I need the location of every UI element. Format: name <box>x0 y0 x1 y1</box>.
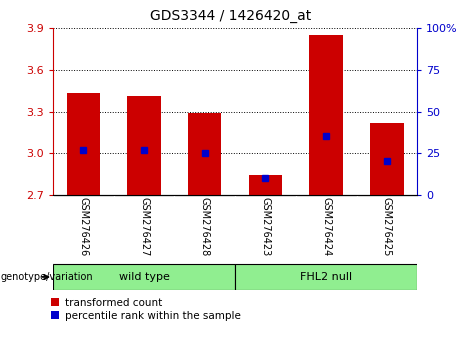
Bar <box>249 175 282 195</box>
Text: GSM276426: GSM276426 <box>78 197 89 256</box>
Text: FHL2 null: FHL2 null <box>300 272 352 282</box>
Legend: transformed count, percentile rank within the sample: transformed count, percentile rank withi… <box>49 296 242 323</box>
Bar <box>370 122 403 195</box>
Bar <box>127 96 161 195</box>
Text: GSM276425: GSM276425 <box>382 197 392 256</box>
Text: wild type: wild type <box>118 272 170 282</box>
Bar <box>188 113 221 195</box>
Bar <box>309 35 343 195</box>
Text: GSM276424: GSM276424 <box>321 197 331 256</box>
Bar <box>235 264 417 290</box>
Text: GSM276427: GSM276427 <box>139 197 149 256</box>
Bar <box>53 264 235 290</box>
Text: GSM276423: GSM276423 <box>260 197 271 256</box>
Text: GDS3344 / 1426420_at: GDS3344 / 1426420_at <box>150 9 311 23</box>
Text: genotype/variation: genotype/variation <box>1 272 94 282</box>
Text: GSM276428: GSM276428 <box>200 197 210 256</box>
Bar <box>67 93 100 195</box>
